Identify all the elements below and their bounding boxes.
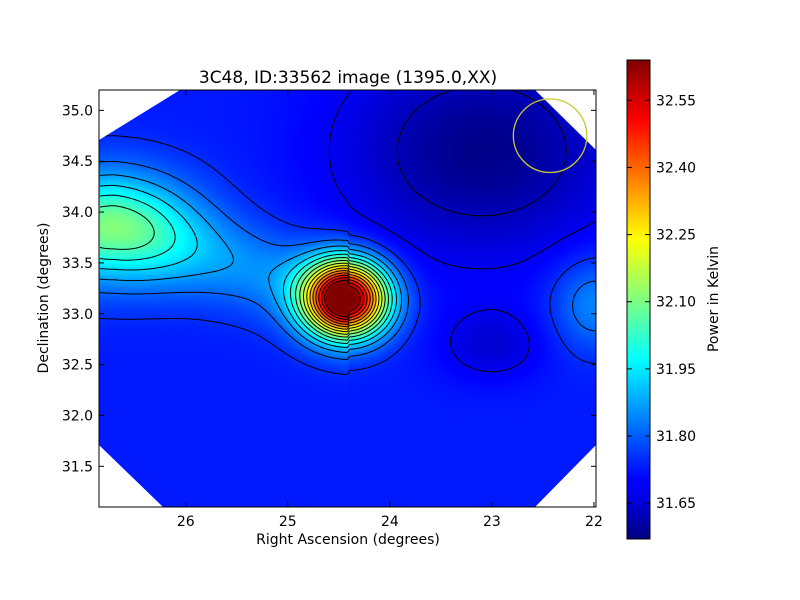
contour-level xyxy=(299,260,386,338)
colorbar-ticks: 31.65 31.80 31.95 32.10 32.25 32.40 32.55 xyxy=(627,93,696,512)
colorbar-tick-label: 31.65 xyxy=(656,496,696,512)
colorbar-tick-label: 31.95 xyxy=(656,362,696,378)
contour-level xyxy=(99,184,397,348)
corner-bottom-left xyxy=(99,445,163,507)
x-tick-label: 25 xyxy=(279,514,297,530)
x-axis-label: Right Ascension (degrees) xyxy=(256,532,440,548)
heatmap-image xyxy=(99,90,596,507)
x-axis-ticks: 26 25 24 23 22 xyxy=(177,90,603,530)
contour-level xyxy=(99,160,596,360)
y-tick-label: 32.0 xyxy=(62,408,93,424)
contour-level xyxy=(99,205,389,341)
x-tick-label: 23 xyxy=(483,514,501,530)
blank-corners xyxy=(99,90,596,507)
corner-bottom-right xyxy=(535,445,596,507)
colorbar-tick-label: 31.80 xyxy=(656,429,696,445)
y-tick-label: 31.5 xyxy=(62,459,93,475)
contour-level xyxy=(324,279,361,318)
x-tick-label: 26 xyxy=(177,514,195,530)
contour-level xyxy=(315,272,371,325)
plot-frame xyxy=(98,89,597,508)
contour-level xyxy=(303,262,383,335)
contour-level xyxy=(312,270,374,328)
y-tick-label: 33.0 xyxy=(62,307,93,323)
contour-lines xyxy=(99,90,596,376)
colorbar-tick-label: 32.10 xyxy=(656,295,696,311)
y-tick-label: 35.0 xyxy=(62,103,93,119)
colorbar-tick-label: 32.55 xyxy=(656,93,696,109)
corner-top-right xyxy=(535,90,596,150)
y-axis-ticks: 31.5 32.0 32.5 33.0 33.5 34.0 34.5 35.0 xyxy=(62,103,596,475)
contour-level xyxy=(321,277,365,320)
y-axis-label: Declination (degrees) xyxy=(36,223,52,374)
contour-level xyxy=(99,174,403,353)
x-tick-label: 22 xyxy=(585,514,603,530)
colorbar-tick-label: 32.40 xyxy=(656,160,696,176)
y-tick-label: 34.0 xyxy=(62,205,93,221)
colorbar-tick-label: 32.25 xyxy=(656,228,696,244)
plot-area xyxy=(99,90,596,507)
colorbar: 31.65 31.80 31.95 32.10 32.25 32.40 32.55 Powe… xyxy=(626,59,722,540)
contour-level xyxy=(99,194,393,344)
x-tick-label: 24 xyxy=(381,514,399,530)
y-tick-label: 33.5 xyxy=(62,256,93,272)
beam-circle xyxy=(512,98,588,174)
contour-level xyxy=(318,274,368,323)
colorbar-gradient xyxy=(626,59,651,540)
y-tick-label: 34.5 xyxy=(62,154,93,170)
colorbar-label: Power in Kelvin xyxy=(706,246,722,352)
contour-level xyxy=(328,90,596,373)
contour-level xyxy=(309,267,377,330)
corner-top-left xyxy=(99,90,180,140)
chart-title: 3C48, ID:33562 image (1395.0,XX) xyxy=(199,68,497,88)
y-tick-label: 32.5 xyxy=(62,358,93,374)
contour-level xyxy=(306,265,380,333)
contour-level xyxy=(396,90,567,217)
